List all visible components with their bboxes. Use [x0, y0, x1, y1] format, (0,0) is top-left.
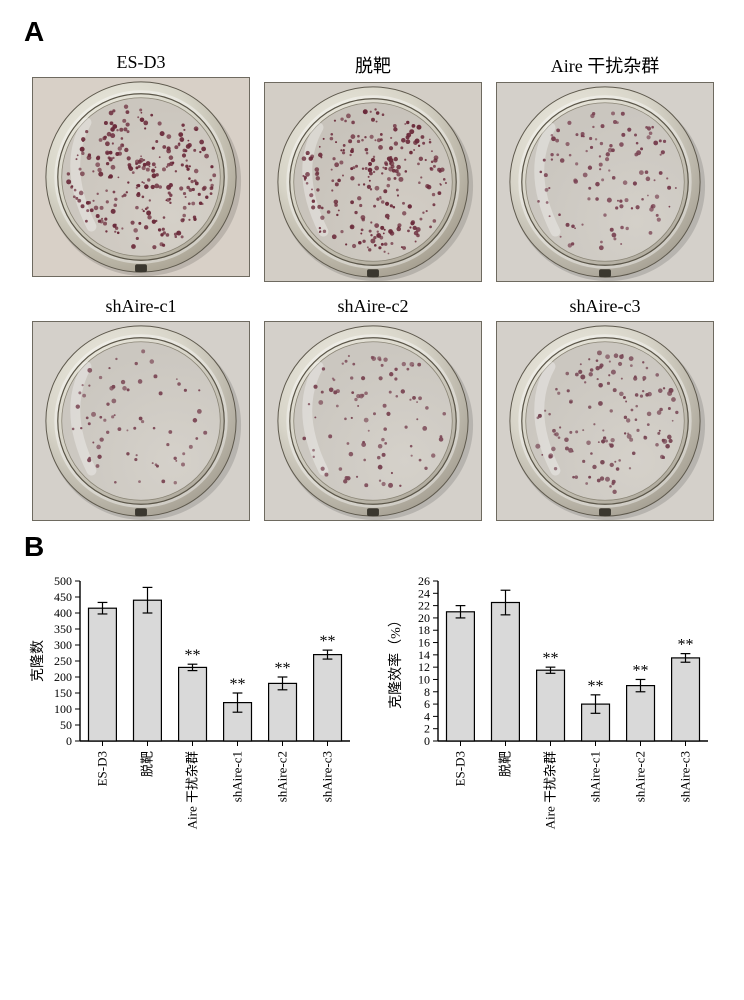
panel-a-label: A: [24, 16, 724, 48]
well-es_d3: ES-D3: [32, 52, 250, 282]
panel-a-grid: ES-D3: [32, 52, 712, 521]
svg-text:250: 250: [54, 654, 72, 668]
svg-text:100: 100: [54, 702, 72, 716]
well-tile: [264, 82, 482, 282]
well-tile: [264, 321, 482, 521]
svg-text:shAire-c2: shAire-c2: [275, 751, 290, 802]
svg-text:克隆数: 克隆数: [30, 640, 46, 682]
well-c1: shAire-c1: [32, 296, 250, 521]
svg-text:300: 300: [54, 638, 72, 652]
panel-b-row: 050100150200250300350400450500ES-D3脱靶**A…: [20, 569, 724, 849]
svg-text:克隆效率（%）: 克隆效率（%）: [387, 613, 404, 709]
svg-text:**: **: [543, 650, 559, 667]
svg-text:200: 200: [54, 670, 72, 684]
svg-text:shAire-c3: shAire-c3: [320, 751, 335, 802]
well-c2: shAire-c2: [264, 296, 482, 521]
svg-text:**: **: [230, 676, 246, 693]
svg-text:shAire-c3: shAire-c3: [678, 751, 693, 802]
figure-root: A ES-D3: [0, 0, 744, 869]
svg-text:50: 50: [60, 718, 72, 732]
svg-text:4: 4: [424, 709, 430, 723]
chart-clone-count: 0 50 100 150 200 250 300 350 400 450 500 ES-D3 脱靶 ** A…: [28, 569, 358, 849]
well-label: ES-D3: [32, 52, 250, 73]
svg-text:22: 22: [418, 599, 430, 613]
svg-text:26: 26: [418, 574, 430, 588]
svg-text:脱靶: 脱靶: [140, 751, 155, 777]
chart-clone-efficiency: 02468101214161820222426ES-D3脱靶**Aire 干扰杂…: [386, 569, 716, 849]
svg-text:**: **: [320, 633, 336, 650]
svg-text:shAire-c1: shAire-c1: [588, 751, 603, 802]
svg-text:450: 450: [54, 590, 72, 604]
well-tile: [496, 82, 714, 282]
svg-text:Aire 干扰杂群: Aire 干扰杂群: [185, 751, 200, 829]
svg-text:24: 24: [418, 586, 430, 600]
svg-text:0: 0: [424, 734, 430, 748]
svg-text:0: 0: [66, 734, 72, 748]
svg-text:shAire-c1: shAire-c1: [230, 751, 245, 802]
svg-text:20: 20: [418, 611, 430, 625]
svg-text:**: **: [633, 662, 649, 679]
svg-text:350: 350: [54, 622, 72, 636]
svg-text:**: **: [275, 660, 291, 677]
svg-text:12: 12: [418, 660, 430, 674]
well-aire_zq: Aire 干扰杂群: [496, 52, 714, 282]
svg-text:**: **: [678, 637, 694, 654]
well-label: shAire-c3: [496, 296, 714, 317]
svg-text:ES-D3: ES-D3: [95, 751, 110, 786]
svg-text:**: **: [588, 678, 604, 695]
well-label: 脱靶: [264, 52, 482, 78]
well-tuoba: 脱靶: [264, 52, 482, 282]
svg-text:shAire-c2: shAire-c2: [633, 751, 648, 802]
svg-text:6: 6: [424, 697, 430, 711]
svg-text:16: 16: [418, 636, 430, 650]
well-tile: [32, 77, 250, 277]
svg-text:ES-D3: ES-D3: [453, 751, 468, 786]
svg-text:10: 10: [418, 672, 430, 686]
well-label: shAire-c1: [32, 296, 250, 317]
well-tile: [32, 321, 250, 521]
svg-text:2: 2: [424, 722, 430, 736]
well-label: shAire-c2: [264, 296, 482, 317]
svg-text:400: 400: [54, 606, 72, 620]
svg-text:500: 500: [54, 574, 72, 588]
svg-text:Aire 干扰杂群: Aire 干扰杂群: [543, 751, 558, 829]
well-tile: [496, 321, 714, 521]
well-label: Aire 干扰杂群: [496, 52, 714, 78]
svg-text:14: 14: [418, 648, 430, 662]
svg-text:8: 8: [424, 685, 430, 699]
svg-text:18: 18: [418, 623, 430, 637]
panel-b-label: B: [24, 531, 724, 563]
svg-text:150: 150: [54, 686, 72, 700]
well-c3: shAire-c3: [496, 296, 714, 521]
svg-text:**: **: [185, 647, 201, 664]
svg-text:脱靶: 脱靶: [498, 751, 513, 777]
